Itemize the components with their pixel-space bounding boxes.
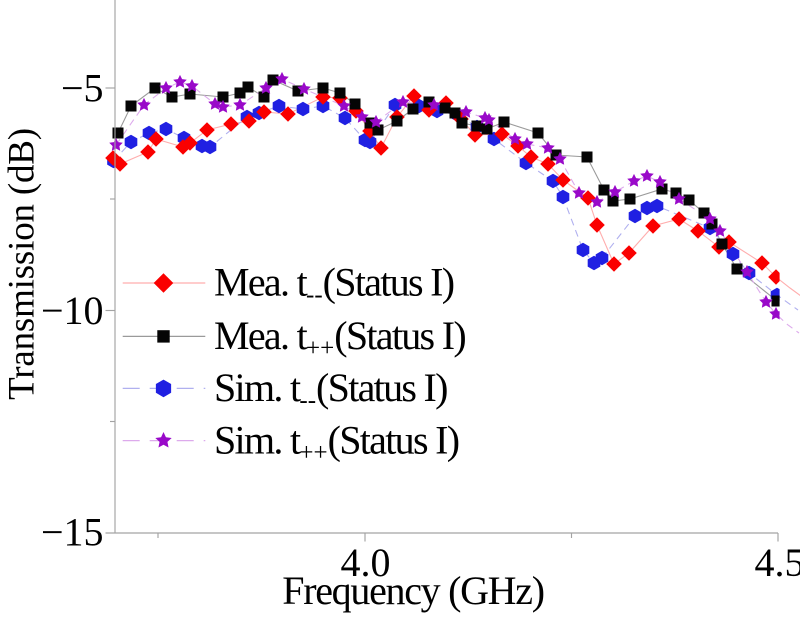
svg-text:Mea. t--(Status I): Mea. t--(Status I) [214,260,454,309]
svg-text:−10: −10 [41,288,104,333]
svg-text:4.5: 4.5 [755,540,800,585]
svg-text:−5: −5 [61,66,104,111]
svg-text:−15: −15 [41,510,104,555]
svg-text:Mea. t++(Status I): Mea. t++(Status I) [214,313,465,362]
svg-text:Transmission (dB): Transmission (dB) [2,128,43,400]
svg-text:Sim. t--(Status I): Sim. t--(Status I) [214,365,447,414]
svg-text:Sim. t++(Status I): Sim. t++(Status I) [214,417,459,466]
svg-text:Frequency (GHz): Frequency (GHz) [282,568,544,613]
